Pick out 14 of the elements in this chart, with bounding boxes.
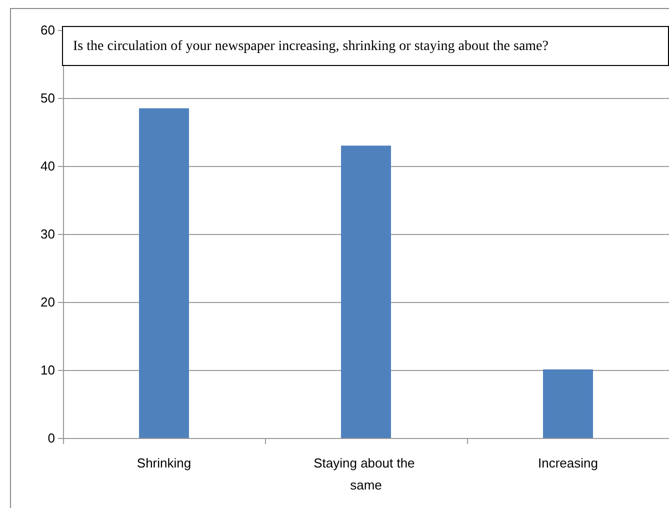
- y-tick-label: 40: [40, 158, 55, 174]
- x-tick-label: Staying about the same: [314, 456, 418, 492]
- bar: [341, 146, 391, 438]
- title-box: Is the circulation of your newspaper increasing, shrinking or staying about the same?: [62, 26, 669, 66]
- bar: [543, 369, 593, 438]
- y-tick-label: 0: [48, 430, 55, 446]
- y-tick-label: 20: [40, 294, 55, 310]
- bar: [139, 108, 189, 438]
- x-tick-label: Increasing: [538, 456, 598, 470]
- x-tick-label: Shrinking: [136, 456, 192, 470]
- y-tick-label: 60: [40, 22, 55, 38]
- y-tick-label: 30: [40, 226, 55, 242]
- y-tick-label: 10: [40, 362, 55, 378]
- y-tick-label: 50: [40, 90, 55, 106]
